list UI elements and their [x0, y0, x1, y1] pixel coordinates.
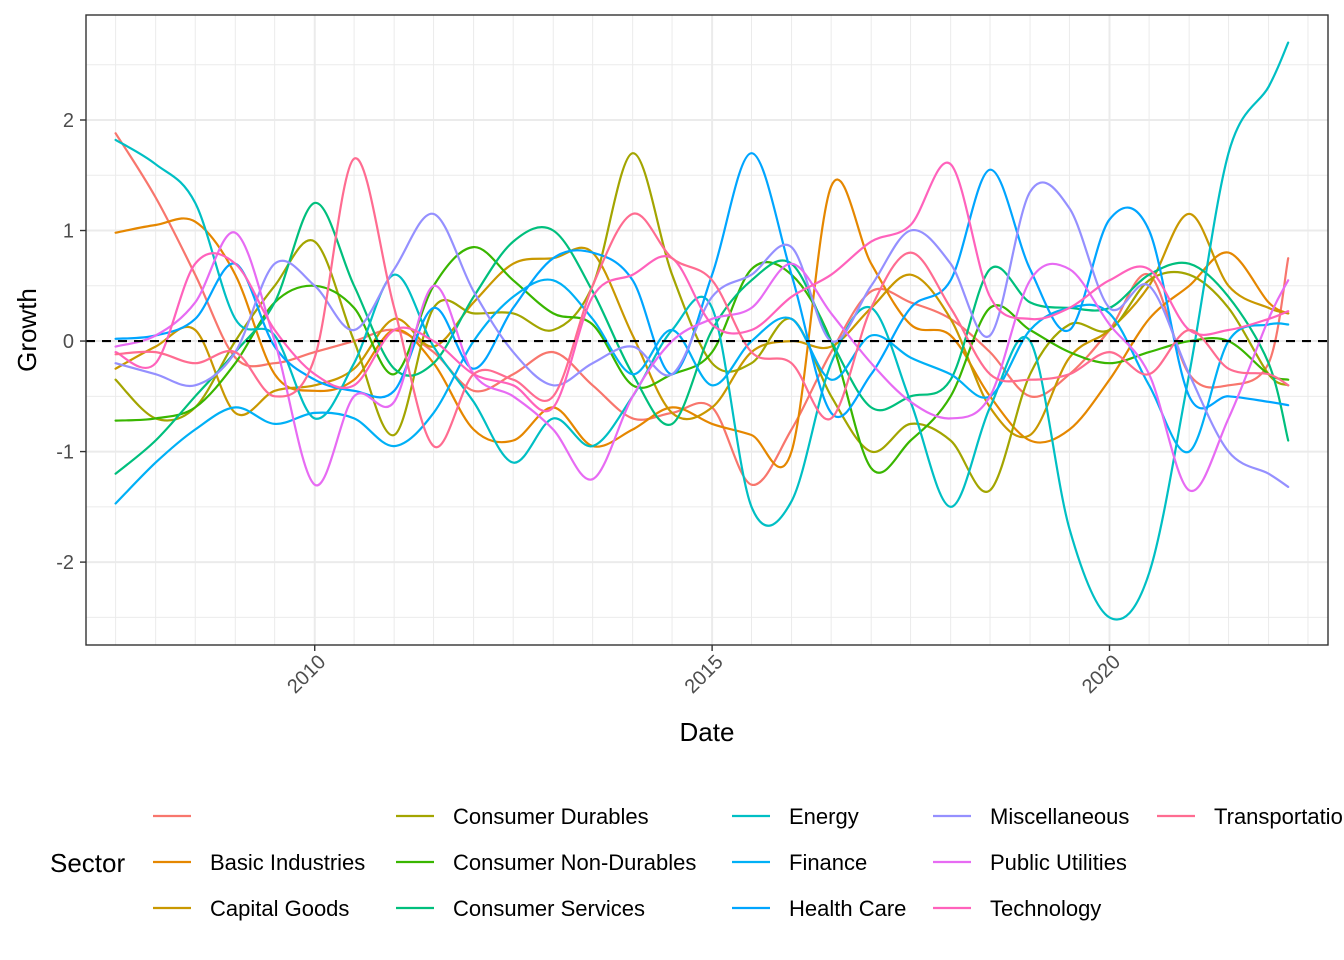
series-layer — [114, 41, 1290, 621]
series-line-consumer-non-durables — [114, 245, 1290, 474]
legend-label: Energy — [789, 804, 859, 829]
legend-label: Consumer Non-Durables — [453, 850, 696, 875]
legend-title: Sector — [50, 848, 125, 878]
legend-label: Consumer Durables — [453, 804, 649, 829]
legend-label: Finance — [789, 850, 867, 875]
y-tick-label: -2 — [56, 552, 74, 574]
y-axis-title: Growth — [12, 288, 42, 372]
legend-label: Miscellaneous — [990, 804, 1129, 829]
panel-border — [85, 14, 1329, 646]
y-tick-label: 1 — [63, 221, 74, 243]
legend-label: Public Utilities — [990, 850, 1127, 875]
legend-label: Basic Industries — [210, 850, 365, 875]
x-tick-label: 2015 — [681, 651, 728, 698]
legend-label: Health Care — [789, 896, 906, 921]
legend-label: Technology — [990, 896, 1101, 921]
series-line-basic-industries — [114, 178, 1290, 469]
x-axis-title: Date — [680, 717, 735, 747]
series-line-energy — [114, 41, 1290, 621]
x-tick-label: 2020 — [1078, 651, 1125, 698]
series-line-transportation — [114, 157, 1290, 449]
legend-label: Transportation — [1214, 804, 1344, 829]
y-tick-label: 0 — [63, 331, 74, 353]
grid — [86, 15, 1328, 645]
legend-label: Consumer Services — [453, 896, 645, 921]
series-line-finance — [114, 278, 1290, 505]
y-tick-label: -1 — [56, 442, 74, 464]
series-line-health-care — [114, 152, 1290, 419]
legend-label: Capital Goods — [210, 896, 349, 921]
series-line-technology — [114, 161, 1290, 413]
legend: Basic Industries Capital Goods Consumer Du… — [153, 804, 1344, 921]
series-line-miscellaneous — [114, 181, 1290, 488]
x-tick-label: 2010 — [283, 651, 330, 698]
y-tick-label: 2 — [63, 110, 74, 132]
series-line-public-utilities — [114, 231, 1290, 492]
